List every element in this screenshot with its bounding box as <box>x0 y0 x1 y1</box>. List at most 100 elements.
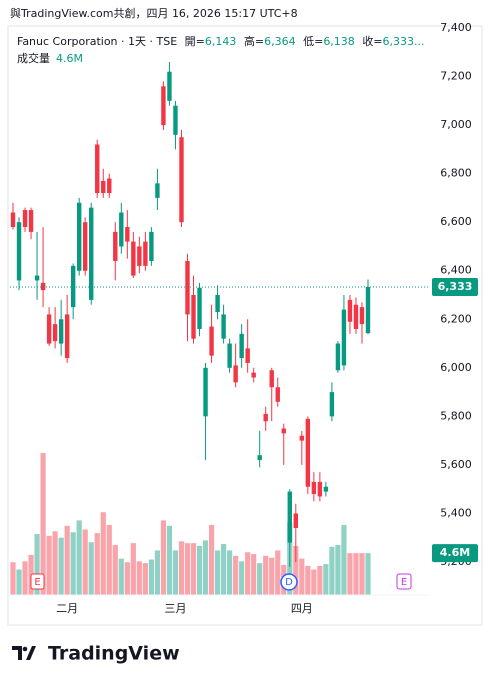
brand: TradingView <box>48 643 180 665</box>
candle-body <box>281 428 286 434</box>
volume-bar <box>317 565 323 595</box>
candle-body <box>10 212 16 228</box>
candle-body <box>179 137 184 223</box>
volume-bar <box>118 558 124 595</box>
candle-body <box>239 333 244 359</box>
volume-bar <box>335 544 341 595</box>
y-tick-label: 6,800 <box>440 167 472 180</box>
volume-bar <box>88 542 94 595</box>
candle-body <box>293 513 298 529</box>
volume-bar <box>100 512 106 595</box>
volume-bar <box>239 561 245 595</box>
candle-body <box>185 261 190 315</box>
candle-body <box>131 241 136 276</box>
candle-body <box>119 212 124 247</box>
volume-bar <box>323 564 329 595</box>
y-tick-label: 6,000 <box>440 361 472 374</box>
volume-bar <box>359 553 365 595</box>
volume-bar <box>293 545 299 595</box>
plot: 5,2005,4005,6005,8006,0006,2006,4006,600… <box>10 21 478 615</box>
candle-body <box>257 455 262 461</box>
volume-bar <box>269 557 275 595</box>
volume-bar <box>166 525 173 595</box>
candle-body <box>263 413 268 422</box>
candle-body <box>83 222 88 271</box>
candle-body <box>347 299 353 322</box>
event-label: E <box>34 577 40 588</box>
legend-title: Fanuc Corporation · 1天 · TSE <box>17 35 177 48</box>
event-label: E <box>401 577 407 588</box>
candle-body <box>311 481 317 495</box>
ohlc-value: 6,143 <box>205 35 237 48</box>
volume-bar <box>148 559 154 595</box>
volume-bar <box>34 534 40 595</box>
volume-bar <box>299 558 305 595</box>
volume-bar <box>214 550 221 595</box>
candle-body <box>101 180 106 194</box>
chart-frame <box>7 25 483 626</box>
volume-bar <box>233 555 239 595</box>
logo-icon <box>12 646 36 660</box>
volume-bar <box>106 524 112 595</box>
volume-bar <box>40 453 46 595</box>
candle-body <box>125 227 130 242</box>
ohlc-key: 高= <box>244 34 264 48</box>
y-tick-label: 5,800 <box>440 409 472 422</box>
candle-body <box>353 304 359 329</box>
candle-body <box>52 324 58 342</box>
event-label: D <box>285 577 293 588</box>
x-tick-label: 二月 <box>56 602 78 615</box>
ohlc-key: 收= <box>362 34 382 48</box>
candle-body <box>64 314 70 359</box>
dividend-marker[interactable] <box>280 573 298 591</box>
volume-bar <box>263 555 269 595</box>
volume-legend: 成交量 4.6M <box>17 51 83 65</box>
y-tick-label: 6,400 <box>440 264 472 277</box>
candle-body <box>89 207 94 300</box>
candle-body <box>215 295 220 312</box>
last-price-box <box>432 277 478 296</box>
candle-body <box>149 231 154 262</box>
earnings-marker[interactable] <box>396 573 412 590</box>
candle-body <box>143 241 148 266</box>
candle-body <box>233 365 238 383</box>
x-tick-label: 三月 <box>164 602 186 615</box>
volume-bar <box>124 562 130 595</box>
y-tick-label: 7,400 <box>440 21 472 34</box>
volume-bar <box>58 537 64 595</box>
y-tick-label: 5,400 <box>440 506 472 519</box>
volume-bar <box>251 554 257 595</box>
attribution: 與TradingView.com共創，四月 16, 2026 15:17 UTC… <box>10 6 298 20</box>
earnings-marker[interactable] <box>30 573 45 590</box>
candle-body <box>173 105 178 135</box>
volume-bar <box>16 569 22 595</box>
ohlc-key: 低= <box>303 35 323 48</box>
volume-bar <box>76 520 82 595</box>
volume-bar <box>353 553 359 595</box>
volume-bar <box>208 524 215 595</box>
logo-dot <box>22 646 28 652</box>
candle-body <box>197 287 202 329</box>
volume-bar <box>82 529 88 595</box>
candle-body <box>58 319 64 344</box>
volume-value: 4.6M <box>56 52 83 65</box>
ohlc-value: 6,364 <box>264 35 296 48</box>
volume-bar <box>257 563 263 595</box>
volume-bar <box>46 535 52 595</box>
volume-value-label: 4.6M <box>440 546 470 559</box>
candle-body <box>365 286 371 334</box>
volume-value-box <box>432 544 478 563</box>
ohlc-key: 開= <box>185 35 205 48</box>
volume-bar <box>10 562 16 595</box>
candle-body <box>227 343 232 368</box>
volume-bar <box>184 543 191 595</box>
candle-body <box>221 314 226 339</box>
volume-bar <box>329 546 335 595</box>
volume-bar <box>220 544 227 595</box>
y-tick-label: 5,600 <box>440 458 472 471</box>
y-tick-label: 6,200 <box>440 312 472 325</box>
candle-body <box>317 481 323 497</box>
candle-body <box>107 178 112 194</box>
candle-body <box>191 295 196 339</box>
